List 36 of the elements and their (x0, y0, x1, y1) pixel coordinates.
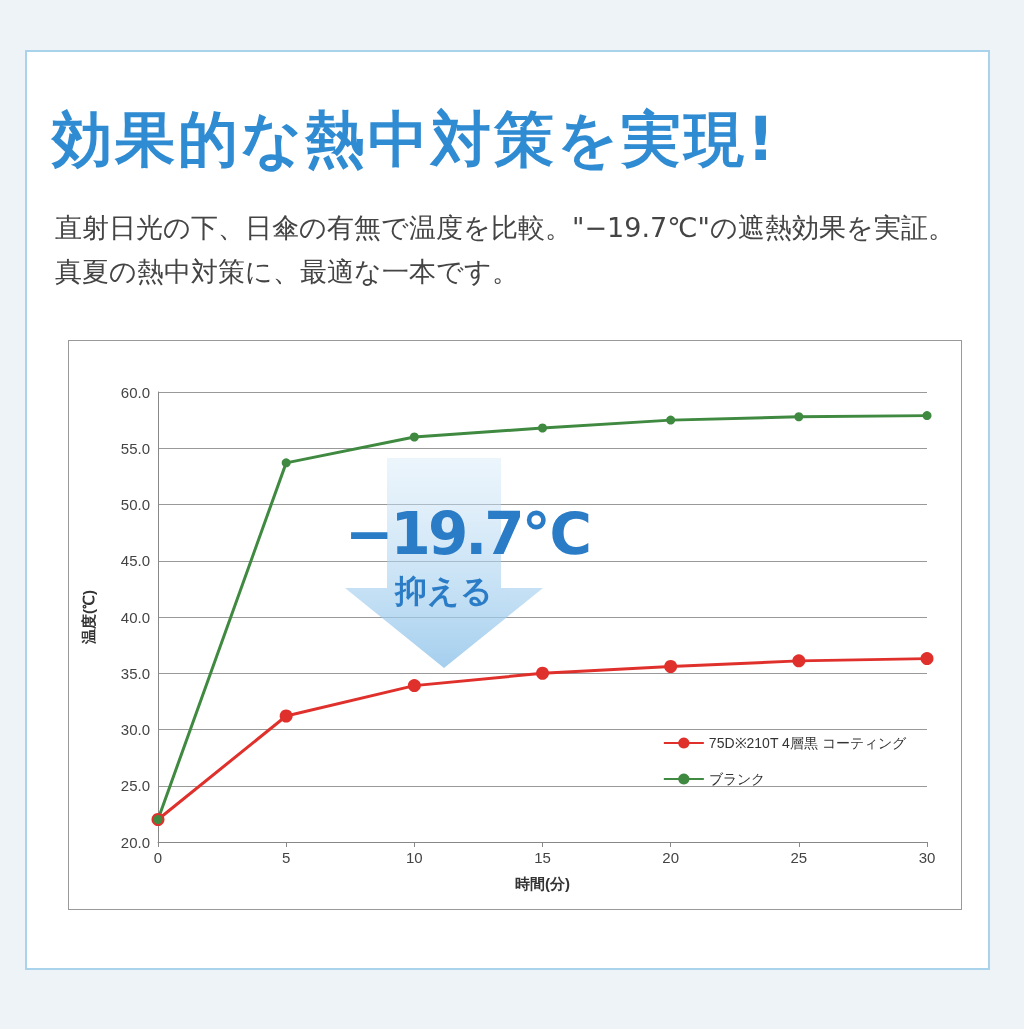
chart-title: 効果的な熱中対策を実現! (52, 103, 778, 176)
y-tick-label: 55.0 (120, 439, 150, 457)
point (920, 652, 934, 666)
y-tick-label: 60.0 (120, 383, 150, 401)
y-tick-label: 45.0 (120, 552, 150, 570)
y-tick-label: 35.0 (120, 664, 150, 682)
x-tick-label: 30 (918, 849, 936, 866)
x-tick-label: 5 (281, 849, 291, 866)
point (279, 709, 293, 723)
x-tick-label: 15 (534, 849, 551, 866)
point (794, 412, 804, 422)
point (536, 666, 549, 680)
legend-label: ブランク (708, 771, 765, 787)
y-tick-label: 30.0 (120, 721, 150, 738)
annotation: −19.7℃ (345, 500, 589, 568)
y-tick-label: 40.0 (120, 608, 150, 626)
x-tick-label: 0 (153, 849, 163, 866)
chart-subtitle: 直射日光の下、日傘の有無で温度を比較。"−19.7℃"の遮熱効果を実証。真夏の熱中対策に、最適な一本です。 (55, 211, 955, 289)
y-tick-label: 50.0 (120, 496, 150, 513)
point (792, 654, 806, 668)
x-axis-title: 時間(分) (515, 875, 570, 892)
y-tick-label: 25.0 (120, 777, 150, 795)
y-tick-label: 20.0 (120, 833, 150, 851)
point (666, 415, 676, 425)
x-tick-label: 25 (790, 849, 808, 866)
x-tick-label: 20 (662, 849, 680, 866)
annotation: 抑える (395, 571, 493, 612)
point (281, 458, 291, 468)
point (922, 411, 932, 421)
point (538, 423, 547, 433)
point (664, 660, 678, 673)
point (407, 679, 421, 693)
y-axis-title: 温度(℃) (80, 590, 97, 645)
x-tick-label: 10 (405, 849, 423, 866)
point (409, 432, 419, 442)
legend-label: 75D※210T 4層黒 コーティング (708, 735, 907, 751)
